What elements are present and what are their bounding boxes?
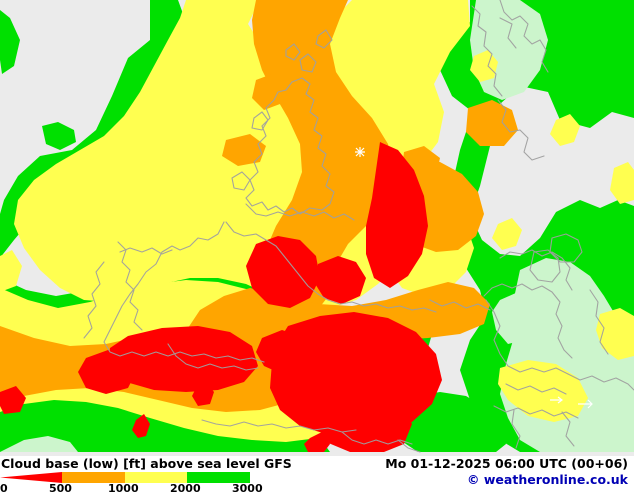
contour-band-red xyxy=(0,142,442,452)
scale-band-green xyxy=(187,472,250,483)
scale-tick-2000: 2000 xyxy=(170,482,201,495)
scale-band-red xyxy=(0,472,62,483)
scale-band-yellow xyxy=(125,472,187,483)
map-footer: Cloud base (low) [ft] above sea level GF… xyxy=(0,456,634,495)
legend-title: Cloud base (low) [ft] above sea level GF… xyxy=(1,456,292,471)
arrow-right-icon xyxy=(578,399,593,409)
scale-tick-3000: 3000 xyxy=(232,482,263,495)
scale-tick-0: 0 xyxy=(0,482,8,495)
color-scale-ticks: 0 500 1000 2000 3000 xyxy=(0,482,263,495)
wind-marker-group xyxy=(355,147,593,409)
model-run-timestamp: Mo 01-12-2025 06:00 UTC (00+06) xyxy=(385,456,628,471)
color-scale-bar[interactable] xyxy=(0,472,250,483)
scale-tick-500: 500 xyxy=(49,482,72,495)
scale-band-orange xyxy=(62,472,125,483)
map-canvas[interactable] xyxy=(0,0,634,456)
scale-tick-1000: 1000 xyxy=(108,482,139,495)
asterisk-icon xyxy=(355,147,365,157)
copyright-label: © weatheronline.co.uk xyxy=(467,472,628,487)
arrow-right-icon xyxy=(550,396,563,404)
coastline-overlay xyxy=(83,0,634,453)
color-scale-graphic xyxy=(0,472,250,483)
cloud-base-contour-map xyxy=(0,0,634,453)
